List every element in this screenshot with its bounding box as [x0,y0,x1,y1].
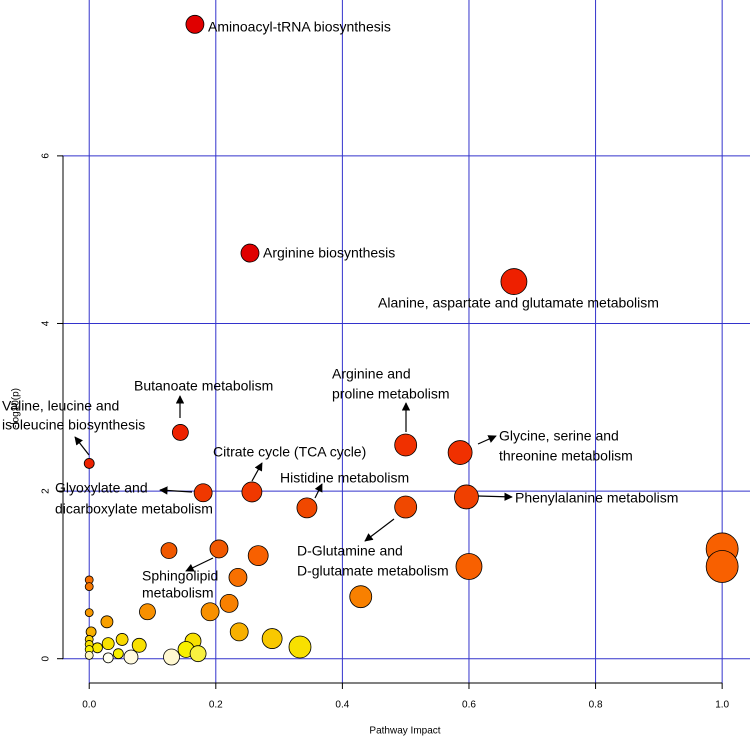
y-axis-label: -log10(p) [11,388,22,428]
bubble [296,497,318,519]
bubble [115,633,129,646]
bubble [455,553,483,580]
annotation-arrow [185,557,214,572]
annotation: proline metabolism [332,386,450,402]
annotation: Glyoxylate and [55,480,148,496]
bubble [200,602,220,622]
x-tick-label: 0.2 [209,700,223,711]
annotation-arrow [364,518,395,542]
bubble [209,539,229,559]
annotation: threonine metabolism [499,448,633,464]
annotation: Arginine biosynthesis [263,245,395,261]
annotation-arrow [251,462,263,482]
bubble [189,645,207,663]
bubble [247,545,269,567]
annotation: Valine, leucine and [2,398,119,414]
annotation: Alanine, aspartate and glutamate metabol… [378,295,659,311]
annotation-arrow [74,436,90,456]
y-tick-label: 6 [41,153,52,159]
bubble [92,642,103,654]
bubble [84,650,94,660]
bubble [100,615,114,629]
bubble [229,622,249,642]
y-tick-label: 0 [41,655,52,661]
bubble [171,424,189,441]
bubble [139,603,156,621]
annotation: dicarboxylate metabolism [55,501,213,517]
x-axis-label: Pathway Impact [369,726,440,737]
annotation-arrow [477,435,497,445]
bubble [102,652,114,664]
annotation: D-Glutamine and [297,543,403,559]
bubble [500,268,528,295]
annotation: Phenylalanine metabolism [515,490,678,506]
bubble [288,635,312,659]
bubble [163,648,180,666]
annotation: D-glutamate metabolism [297,563,449,579]
annotation: metabolism [142,585,214,601]
bubble [83,458,95,469]
bubble [394,495,418,519]
bubble [394,433,418,457]
bubble [349,585,373,609]
annotation: Aminoacyl-tRNA biosynthesis [208,19,391,35]
bubble [447,440,473,465]
x-tick-label: 0.0 [82,700,96,711]
x-tick-label: 1.0 [715,700,729,711]
bubble [84,608,94,618]
annotation-arrow [477,492,513,501]
annotation-arrow [159,486,193,495]
bubble [123,649,139,665]
bubble [705,550,739,583]
annotation: Butanoate metabolism [134,378,273,394]
bubble [228,568,248,587]
bubble [219,593,239,613]
x-tick-label: 0.6 [462,700,476,711]
annotation: Glycine, serine and [499,428,619,444]
annotation: Citrate cycle (TCA cycle) [213,444,366,460]
annotation: Histidine metabolism [280,470,409,486]
bubble [160,542,178,559]
y-tick-label: 4 [41,320,52,326]
bubble [241,481,263,503]
x-tick-label: 0.4 [335,700,349,711]
bubble [261,628,283,649]
bubble [84,582,94,592]
annotation: Sphingolipid [142,568,218,584]
bubble [131,637,147,653]
annotation: Arginine and [332,366,411,382]
annotation-arrow [314,483,323,499]
annotation: isoleucine biosynthesis [2,417,145,433]
bubble [240,243,260,263]
bubble [101,637,115,651]
bubble [112,648,124,660]
bubble [185,14,205,34]
bubble [193,483,213,503]
y-tick-label: 2 [41,488,52,494]
x-tick-label: 0.8 [589,700,603,711]
bubble [454,484,479,510]
